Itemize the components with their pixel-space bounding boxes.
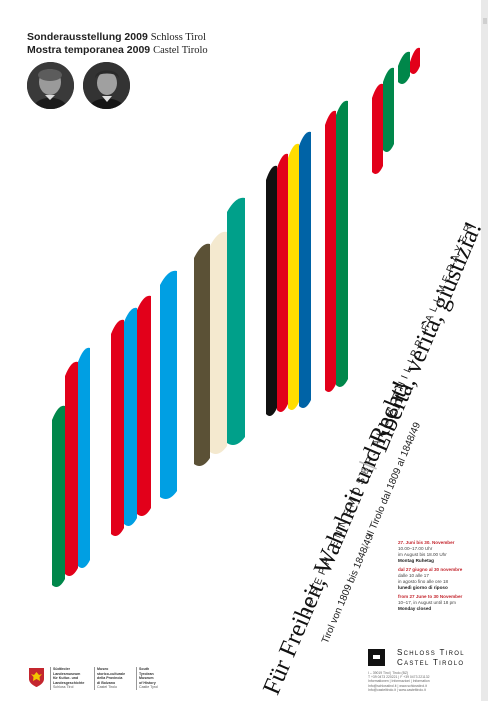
credit-museum-en: South Tyrolean Museum of History Castle Tyro…	[136, 667, 179, 690]
page-edge-mark	[483, 18, 487, 24]
contact-info: I – 39019 Tirol | Tirolo (BZ) T +39 0473…	[368, 671, 430, 692]
flag-stripe-olive	[194, 243, 210, 466]
flag-stripe-yellow	[288, 143, 299, 410]
logo-text-de: Schloss Tirol	[397, 648, 465, 657]
flag-stripe-teal	[227, 197, 245, 445]
flag-stripe-green	[336, 100, 348, 388]
hours-en: from 27 June to 30 November 10–17, in Au…	[398, 594, 463, 611]
opening-hours: 27. Juni bis 30. November 10.00–17.00 Uh…	[398, 540, 480, 615]
exhibition-heading-de: Sonderausstellung 2009 Schloss Tirol	[27, 31, 206, 43]
exhibition-heading-it: Mostra temporanea 2009 Castel Tirolo	[27, 44, 208, 56]
flag-stripe-red	[277, 153, 288, 412]
flag-stripe-red	[137, 295, 151, 516]
portrait-right	[83, 62, 130, 109]
flag-stripe-green	[398, 51, 410, 84]
flag-stripe-red	[65, 361, 78, 576]
flag-stripe-red	[325, 110, 336, 393]
flag-stripe-blue	[160, 270, 177, 499]
credit-museum-de: Südtiroler Landesmuseum für Kultur- und Lan…	[50, 667, 93, 690]
flag-stripe-darkblue	[299, 131, 311, 408]
portrait-left	[27, 62, 74, 109]
hours-de: 27. Juni bis 30. November 10.00–17.00 Uh…	[398, 540, 455, 563]
flag-stripe-red	[410, 47, 420, 74]
flag-stripe-black	[266, 165, 277, 416]
flag-stripe-green	[383, 67, 394, 152]
flag-stripe-green	[52, 405, 65, 587]
hours-it: dal 27 giugno al 30 novembre dalle 10 al…	[398, 567, 463, 590]
south-tyrol-eagle-crest-icon	[29, 668, 44, 687]
flag-stripe-red	[111, 319, 124, 536]
credit-museum-it: Museo storico-culturale della Provincia di …	[94, 667, 137, 690]
flag-stripe-red	[372, 83, 383, 174]
flag-stripe-cream	[210, 231, 227, 454]
schloss-tirol-logo-icon	[368, 649, 385, 666]
flag-stripe-blue	[78, 347, 90, 568]
flag-stripe-blue	[124, 307, 137, 526]
logo-text-it: Castel Tirolo	[397, 658, 465, 667]
